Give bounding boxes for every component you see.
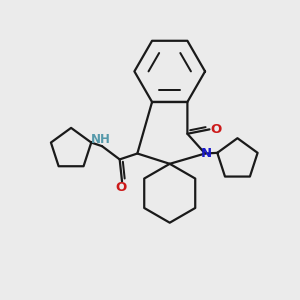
Text: O: O bbox=[210, 123, 222, 136]
Text: O: O bbox=[115, 182, 126, 194]
Text: N: N bbox=[201, 147, 212, 160]
Text: NH: NH bbox=[91, 133, 110, 146]
